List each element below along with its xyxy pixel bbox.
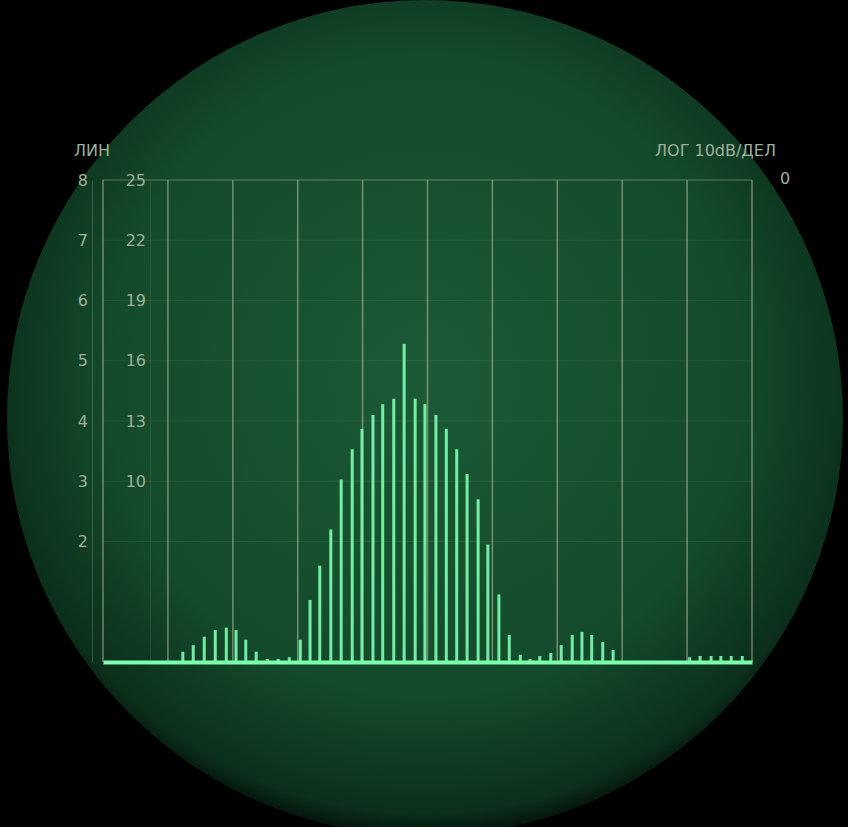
spectral-line: [538, 656, 541, 662]
spectral-line: [699, 656, 702, 662]
spectral-line: [741, 656, 744, 662]
spectral-line: [318, 566, 321, 662]
annotation: ЛОГ 10dB/ДЕЛ: [655, 141, 776, 160]
tick-label: 2: [78, 532, 88, 551]
tick-label: 13: [126, 412, 146, 431]
spectral-line: [288, 657, 291, 662]
tick-label: 16: [126, 351, 146, 370]
grid-line-y: [103, 240, 752, 241]
spectral-line: [214, 630, 217, 662]
grid-line-y: [103, 421, 752, 422]
spectral-line: [508, 635, 511, 662]
tick-label: 8: [78, 171, 88, 190]
tick: 25: [126, 171, 150, 190]
spectral-line: [710, 656, 713, 662]
tick: 7: [78, 231, 92, 250]
spectral-line: [486, 545, 489, 662]
spectral-line: [423, 404, 426, 662]
spectral-line: [244, 640, 247, 662]
axis-line: [104, 661, 753, 665]
tick: 8: [78, 171, 92, 190]
tick-label: 19: [126, 291, 146, 310]
spectral-line: [590, 635, 593, 662]
spectral-line: [414, 399, 417, 662]
grid-line-y: [103, 481, 752, 482]
spectral-line: [225, 628, 228, 662]
spectral-line: [580, 632, 583, 662]
tick: 5: [78, 351, 92, 370]
tick-label: 4: [78, 412, 88, 431]
spectral-line: [571, 635, 574, 662]
tick: 3: [78, 472, 92, 491]
grid-line-y: [103, 360, 752, 361]
axis-line: [92, 181, 93, 663]
spectral-line: [381, 404, 384, 662]
spectral-line: [477, 499, 480, 662]
spectral-line: [549, 653, 552, 662]
grid: [103, 180, 752, 662]
grid-line-y: [103, 300, 752, 301]
spectral-line: [466, 474, 469, 662]
spectral-line: [612, 650, 615, 662]
screen: [7, 0, 843, 827]
spectral-line: [255, 652, 258, 662]
tick: 13: [126, 412, 150, 431]
y2-axis: 10 13 16 19 22 25: [126, 171, 151, 663]
spectral-line: [340, 479, 343, 662]
tick: 22: [126, 231, 150, 250]
annotation: 0: [780, 169, 790, 188]
spectral-line: [309, 600, 312, 662]
spectral-line: [730, 656, 733, 662]
chart: 2 3 4 5 6 7 8 10 13 16 19 22 25 ЛИН ЛОГ 10dB/ДЕЛ0: [0, 0, 848, 827]
spectral-line: [445, 429, 448, 662]
tick-label: 5: [78, 351, 88, 370]
spectral-line: [203, 637, 206, 662]
tick-label: 7: [78, 231, 88, 250]
spectral-line: [519, 655, 522, 662]
spectral-line: [560, 645, 563, 662]
tick-label: 6: [78, 291, 88, 310]
spectral-line: [392, 399, 395, 662]
spectral-line: [434, 415, 437, 662]
spectral-line: [371, 415, 374, 662]
tick-label: 22: [126, 231, 146, 250]
tick: 2: [78, 532, 92, 551]
grid-line-y: [103, 541, 752, 542]
y-label: ЛИН: [74, 141, 110, 160]
axis-line: [150, 181, 151, 663]
marks: [181, 344, 743, 662]
tick: 6: [78, 291, 92, 310]
tick-label: 10: [126, 472, 146, 491]
tick: 19: [126, 291, 150, 310]
spectral-line: [688, 657, 691, 662]
spectral-line: [299, 640, 302, 662]
spectral-line: [601, 642, 604, 662]
tick: 4: [78, 412, 92, 431]
x-axis: [104, 662, 753, 664]
spectral-line: [455, 449, 458, 662]
spectral-line: [360, 429, 363, 662]
tick-label: 25: [126, 171, 146, 190]
spectral-line: [351, 449, 354, 662]
spectral-line: [277, 659, 280, 662]
tick: 10: [126, 472, 150, 491]
tick: 16: [126, 351, 150, 370]
spectral-line: [529, 659, 532, 662]
spectral-line: [266, 659, 269, 662]
spectral-line: [192, 645, 195, 662]
tick-label: 3: [78, 472, 88, 491]
spectral-line: [181, 652, 184, 662]
spectral-line: [719, 656, 722, 662]
spectral-line: [497, 595, 500, 662]
spectral-line: [329, 529, 332, 662]
spectral-line: [403, 344, 406, 662]
spectral-line: [235, 630, 238, 662]
grid-line-y: [103, 180, 752, 181]
y-axis: 2 3 4 5 6 7 8: [78, 171, 93, 663]
